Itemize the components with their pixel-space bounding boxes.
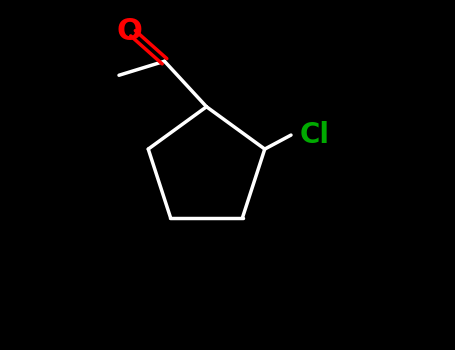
Text: Cl: Cl — [300, 121, 330, 149]
Text: O: O — [116, 17, 142, 46]
